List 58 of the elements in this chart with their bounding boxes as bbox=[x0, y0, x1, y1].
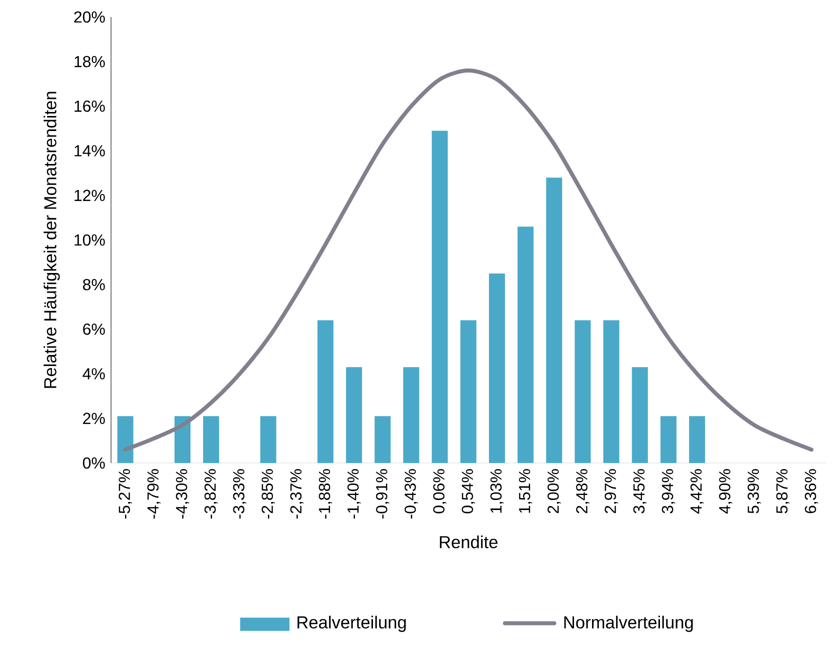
bar bbox=[403, 367, 420, 464]
x-axis-title: Rendite bbox=[440, 536, 498, 548]
x-tick-label: 2,00% bbox=[548, 469, 561, 514]
x-tick-label: -0,43% bbox=[404, 469, 418, 519]
bar bbox=[317, 320, 334, 464]
y-tick-label: 10% bbox=[74, 234, 105, 246]
legend-label: Realverteilung bbox=[298, 616, 406, 632]
bar bbox=[632, 367, 648, 464]
y-tick-label: 8% bbox=[83, 278, 105, 290]
y-tick-label: 12% bbox=[74, 190, 105, 202]
bar bbox=[518, 226, 534, 464]
x-tick-label: 3,45% bbox=[633, 469, 647, 514]
y-axis-title: Relative Häufigkeit der Monatsrenditen bbox=[44, 92, 60, 388]
bar bbox=[432, 130, 448, 464]
bar bbox=[546, 178, 562, 464]
y-tick-label: 14% bbox=[74, 145, 105, 156]
bar bbox=[660, 416, 676, 464]
x-tick-label: -2,37% bbox=[290, 469, 304, 519]
y-tick-label: 6% bbox=[83, 324, 105, 335]
bar bbox=[574, 320, 591, 464]
x-tick-label: 1,03% bbox=[490, 469, 504, 513]
x-tick-label: 5,87% bbox=[776, 469, 790, 514]
x-tick-label: -5,27% bbox=[118, 469, 132, 519]
x-tick-label: -1,88% bbox=[318, 469, 332, 519]
x-tick-label: -1,40% bbox=[347, 469, 361, 519]
legend-label: Normalverteilung bbox=[564, 616, 693, 632]
x-tick-label: 3,94% bbox=[662, 469, 676, 514]
x-tick-label: 2,48% bbox=[576, 469, 590, 514]
line-series bbox=[123, 68, 814, 452]
y-tick-label: 4% bbox=[82, 368, 105, 380]
x-tick-label: -4,79% bbox=[147, 469, 161, 519]
x-tick-label: 0,54% bbox=[462, 469, 475, 514]
x-tick-label: 4,90% bbox=[719, 469, 732, 514]
x-tick-label: 6,36% bbox=[804, 469, 818, 514]
bar bbox=[603, 320, 620, 464]
bar bbox=[460, 320, 476, 464]
y-tick-label: 0% bbox=[82, 457, 105, 469]
x-tick-label: 4,42% bbox=[690, 469, 704, 514]
y-tick-label: 18% bbox=[74, 56, 105, 68]
x-tick-label: -4,30% bbox=[176, 469, 190, 519]
y-tick-label: 16% bbox=[74, 100, 105, 112]
bar bbox=[346, 367, 362, 464]
bar bbox=[689, 416, 706, 464]
y-tick-label: 2% bbox=[83, 412, 105, 424]
x-tick-label: 5,39% bbox=[748, 469, 761, 514]
x-tick-label: 0,06% bbox=[433, 469, 446, 514]
bar bbox=[203, 416, 220, 464]
x-tick-label: -3,82% bbox=[204, 469, 218, 519]
x-tick-label: -0,91% bbox=[376, 469, 390, 519]
y-tick-label: 20% bbox=[74, 11, 105, 23]
x-tick-label: -3,33% bbox=[233, 469, 246, 519]
bar bbox=[260, 416, 276, 464]
bar bbox=[117, 416, 134, 464]
bar bbox=[374, 416, 391, 464]
x-tick-label: 1,51% bbox=[518, 469, 532, 513]
x-tick-label: 2,97% bbox=[604, 469, 618, 514]
bar bbox=[488, 273, 505, 464]
x-tick-label: -2,85% bbox=[262, 469, 275, 519]
